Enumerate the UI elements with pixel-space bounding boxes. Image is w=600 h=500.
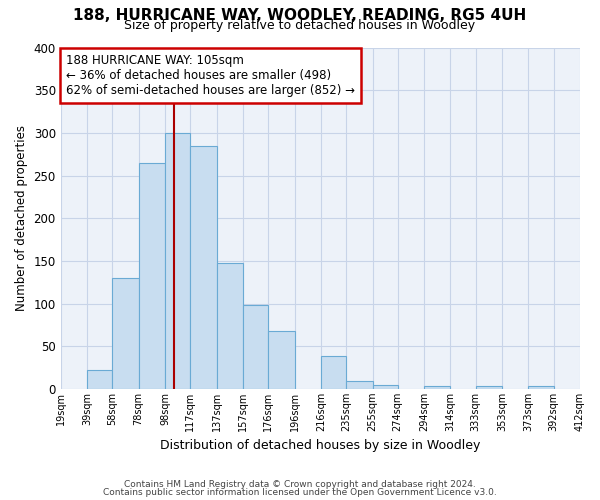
Bar <box>165 133 190 389</box>
Bar <box>346 381 373 389</box>
Bar <box>373 384 398 389</box>
Bar <box>476 386 502 389</box>
Bar <box>268 331 295 389</box>
Text: 188 HURRICANE WAY: 105sqm
← 36% of detached houses are smaller (498)
62% of semi: 188 HURRICANE WAY: 105sqm ← 36% of detac… <box>66 54 355 98</box>
Bar <box>424 386 451 389</box>
Bar <box>139 162 165 389</box>
Bar <box>243 305 268 389</box>
Bar <box>321 356 346 389</box>
Text: Contains HM Land Registry data © Crown copyright and database right 2024.: Contains HM Land Registry data © Crown c… <box>124 480 476 489</box>
Bar <box>87 370 112 389</box>
Y-axis label: Number of detached properties: Number of detached properties <box>15 125 28 311</box>
Text: Contains public sector information licensed under the Open Government Licence v3: Contains public sector information licen… <box>103 488 497 497</box>
Bar <box>112 278 139 389</box>
Text: Size of property relative to detached houses in Woodley: Size of property relative to detached ho… <box>124 18 476 32</box>
Bar <box>190 146 217 389</box>
Text: 188, HURRICANE WAY, WOODLEY, READING, RG5 4UH: 188, HURRICANE WAY, WOODLEY, READING, RG… <box>73 8 527 22</box>
X-axis label: Distribution of detached houses by size in Woodley: Distribution of detached houses by size … <box>160 440 481 452</box>
Bar <box>529 386 554 389</box>
Bar <box>217 262 243 389</box>
